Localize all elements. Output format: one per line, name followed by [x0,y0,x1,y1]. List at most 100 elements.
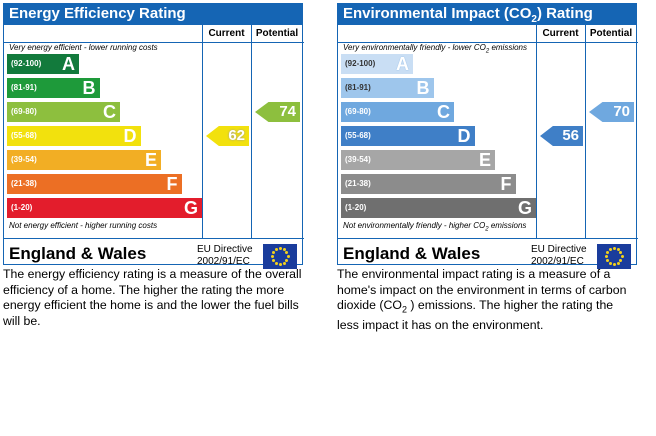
column-divider [251,25,252,239]
rating-band-a: (92-100) A [341,54,413,74]
band-range: (69-80) [345,107,371,116]
environmental-impact-chart: Environmental Impact (CO2) Rating Curren… [337,3,638,269]
rating-band-c: (69-80) C [341,102,454,122]
eu-star-icon [620,255,624,258]
band-letter: E [478,150,491,170]
column-divider [536,25,537,239]
country-label: England & Wales [9,244,147,263]
bottom-note-text: Not energy efficient - higher running co… [9,221,158,230]
rating-band-d: (55-68) D [7,126,141,146]
eu-star-icon [605,259,609,262]
eu-directive-line: EU Directive [531,244,587,255]
eu-star-icon [270,255,274,258]
eu-star-icon [286,255,290,258]
eu-star-icon [616,261,620,265]
header-divider [4,42,304,43]
eu-star-icon [285,251,289,254]
top-note-text: Very energy efficient - lower running co… [9,43,158,52]
column-header-potential: Potential [589,28,633,39]
bottom-note: Not environmentally friendly - higher CO… [343,221,526,233]
energy-efficiency-chart: Energy Efficiency Rating Current Potentia… [3,3,304,269]
eu-star-icon [271,251,275,254]
band-range: (21-38) [11,179,37,188]
chart-box: Current Potential Very energy efficient - … [3,25,304,269]
rating-band-b: (81-91) B [341,78,434,98]
chart-title: Environmental Impact (CO2) Rating [337,3,637,25]
rating-band-b: (81-91) B [7,78,100,98]
band-letter: B [416,78,430,98]
footer-divider [338,238,638,239]
current-rating-arrow: 56 [540,126,583,146]
eu-star-icon [619,259,623,262]
eu-star-icon [608,261,612,265]
eu-star-icon [604,255,608,258]
band-range: (81-91) [345,83,371,92]
eu-star-icon [278,263,282,266]
rating-band-f: (21-38) F [341,174,516,194]
band-range: (55-68) [11,131,37,140]
band-range: (39-54) [345,155,371,164]
band-range: (39-54) [11,155,37,164]
eu-star-icon [612,247,616,250]
top-note: Very environmentally friendly - lower CO… [343,43,527,55]
band-range: (81-91) [11,83,37,92]
bottom-note: Not energy efficient - higher running co… [9,221,157,230]
bottom-note-sub: 2 [485,226,489,233]
eu-flag-icon [263,244,297,269]
eu-star-icon [605,251,609,254]
top-note-sub: 2 [485,48,490,55]
energy-description: The energy efficiency rating is a measur… [3,267,302,328]
column-header-current: Current [208,28,245,39]
eu-star-icon [608,248,612,252]
rating-band-e: (39-54) E [7,150,161,170]
rating-band-f: (21-38) F [7,174,182,194]
column-header-potential: Potential [255,28,299,39]
eu-star-icon [282,261,286,265]
rating-band-e: (39-54) E [341,150,495,170]
band-letter: D [123,126,137,146]
band-range: (55-68) [345,131,371,140]
eu-directive: EU Directive 2002/91/EC [197,244,253,268]
band-range: (69-80) [11,107,37,116]
rating-band-a: (92-100) A [7,54,79,74]
top-note-end: emissions [489,43,528,52]
band-letter: D [457,126,471,146]
eu-directive-line: 2002/91/EC [197,256,250,267]
band-letter: G [517,198,532,218]
eu-star-icon [285,259,289,262]
band-letter: G [183,198,198,218]
column-divider [202,25,203,239]
potential-rating-arrow: 74 [255,102,300,122]
band-letter: F [500,174,512,194]
eu-directive-line: 2002/91/EC [531,256,584,267]
eu-star-icon [612,263,616,266]
band-range: (1-20) [11,203,33,212]
eu-star-icon [274,261,278,265]
band-letter: A [396,54,409,74]
bottom-note-text: Not environmentally friendly - higher CO [343,221,486,230]
environment-description: The environmental impact rating is a mea… [337,267,627,332]
chart-title: Energy Efficiency Rating [3,3,303,25]
band-letter: C [103,102,116,122]
band-range: (92-100) [345,59,376,68]
band-range: (92-100) [11,59,42,68]
rating-band-c: (69-80) C [7,102,120,122]
top-note: Very energy efficient - lower running co… [9,43,158,52]
band-range: (21-38) [345,179,371,188]
band-range: (1-20) [345,203,367,212]
current-rating-arrow: 62 [206,126,249,146]
rating-band-g: (1-20) G [7,198,202,218]
chart-box: Current Potential Very environmentally fri… [337,25,638,269]
column-header-current: Current [542,28,579,39]
band-letter: A [62,54,75,74]
eu-star-icon [616,248,620,252]
potential-rating-arrow: 70 [589,102,634,122]
country-label: England & Wales [343,244,481,263]
band-letter: E [144,150,157,170]
eu-star-icon [271,259,275,262]
band-letter: B [82,78,96,98]
top-note-text: Very environmentally friendly - lower CO [343,43,486,52]
band-letter: F [166,174,178,194]
eu-star-icon [282,248,286,252]
eu-star-icon [278,247,282,250]
